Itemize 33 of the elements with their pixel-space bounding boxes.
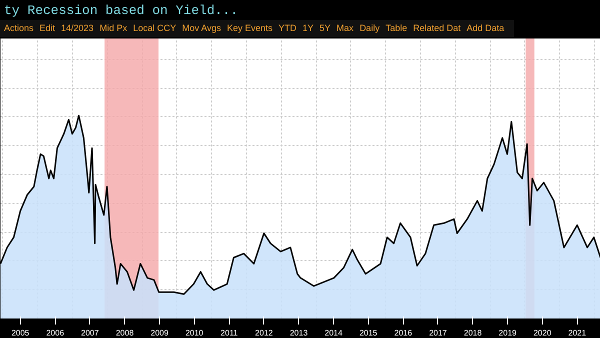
x-tick-label: 2005 [11,328,30,338]
x-tick-label: 2019 [498,328,518,338]
x-tick-label: 2021 [568,328,587,338]
chart-title: ty Recession based on Yield... [0,0,242,23]
x-tick-label: 2013 [290,328,308,338]
x-tick-label: 2008 [116,328,134,338]
x-tick-label: 2016 [394,328,413,338]
text: Max [336,23,354,33]
text: Daily [360,23,380,33]
x-tick-label: 2017 [429,328,448,338]
x-tick-label: 2007 [81,328,100,338]
text: Key Events [226,23,273,33]
x-tick-label: 2015 [359,328,378,338]
text: YTD [278,23,297,33]
text: 14/2023 [61,23,94,33]
x-tick-label: 2011 [220,328,238,338]
x-tick-label: 2006 [46,328,65,338]
text: 5Y [320,23,331,33]
text: Table [386,23,408,33]
text: Actions [4,23,34,33]
x-tick-label: 2012 [255,328,274,338]
x-tick-label: 2014 [324,328,344,338]
text: 1Y [302,23,314,33]
text: Add Data [466,23,504,33]
x-tick-label: 2020 [533,328,552,338]
text: Edit [40,23,56,33]
text: Mov Avgs [182,23,221,33]
text: Related Dat [413,23,461,33]
x-tick-label: 2018 [464,328,482,338]
x-tick-label: 2010 [185,328,204,338]
text: Mid Px [100,23,128,33]
x-tick-label: 2009 [150,328,169,338]
text: Local CCY [133,23,176,33]
